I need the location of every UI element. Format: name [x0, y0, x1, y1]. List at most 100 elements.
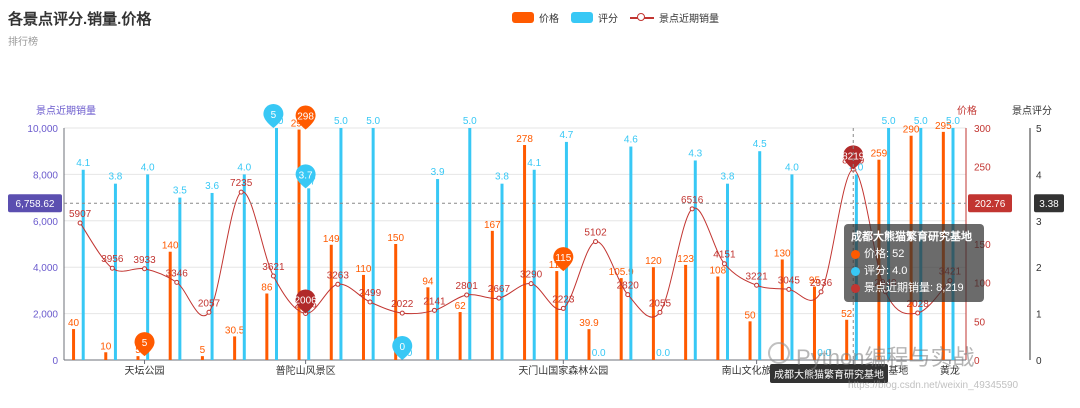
marker-price-min-label: 5 [142, 338, 148, 349]
marker-rating-max [263, 104, 284, 128]
bar-price [651, 267, 655, 360]
point-sales [270, 273, 276, 279]
bar-rating [629, 146, 633, 360]
bar-label-rating: 4.7 [559, 130, 573, 141]
bar-label-price: 110 [356, 264, 372, 275]
legend-item-rating[interactable]: 评分 [571, 10, 618, 25]
point-sales [818, 289, 824, 295]
point-label-sales: 4151 [713, 250, 736, 261]
y-tick-price: 250 [974, 163, 991, 174]
bar-label-rating: 4.6 [624, 135, 638, 146]
bar-price [845, 319, 849, 360]
point-sales [431, 307, 437, 313]
bar-rating [693, 160, 697, 360]
bar-rating [758, 151, 762, 360]
bar-label-rating: 3.8 [495, 172, 509, 183]
chart-legend: 价格 评分 景点近期销量 [512, 10, 731, 25]
watermark-text: Python编程与实战 [796, 345, 975, 370]
bar-price [716, 276, 720, 360]
bar-label-price: 40 [68, 318, 80, 329]
marker-rating-min [392, 336, 413, 360]
bar-rating [81, 169, 85, 360]
bar-rating [436, 179, 440, 360]
bar-label-price: 278 [516, 134, 533, 145]
point-sales [657, 309, 663, 315]
point-sales [142, 266, 148, 272]
y-tick-sales: 10,000 [27, 124, 58, 135]
bar-label-price: 86 [261, 282, 273, 293]
point-label-sales: 3346 [166, 268, 189, 279]
bar-label-rating: 5.0 [463, 116, 477, 127]
bar-label-price: 295 [935, 121, 952, 132]
chart-subtitle: 排行榜 [8, 37, 38, 48]
point-label-sales: 5907 [69, 209, 92, 220]
y-tick-sales: 2,000 [33, 310, 58, 321]
point-sales [206, 309, 212, 315]
legend-label-rating: 评分 [598, 14, 618, 25]
point-label-sales: 3933 [133, 255, 156, 266]
bar-label-rating: 5.0 [334, 116, 348, 127]
chart-title: 各景点评分.销量.价格 [8, 11, 152, 28]
bar-price [136, 356, 140, 360]
point-label-sales: 2936 [810, 278, 833, 289]
bar-label-price: 150 [387, 233, 404, 244]
bar-label-price: 10 [100, 341, 112, 352]
point-sales [915, 310, 921, 316]
bar-price [458, 312, 462, 360]
legend-item-price[interactable]: 价格 [512, 10, 559, 25]
bar-price [329, 244, 333, 360]
bar-label-price: 108 [709, 265, 726, 276]
bar-rating [178, 197, 182, 360]
tooltip-row-sales: 景点近期销量: 8,219 [851, 280, 977, 297]
bar-label-price: 105.9 [609, 267, 634, 278]
point-label-sales: 3621 [262, 262, 285, 273]
legend-item-sales[interactable]: 景点近期销量 [630, 10, 719, 25]
bar-price [684, 264, 688, 360]
bar-label-rating: 4.5 [753, 139, 767, 150]
bar-label-price: 5 [135, 345, 141, 356]
bar-label-price: 140 [162, 241, 179, 252]
marker-rating-max-label: 5 [271, 110, 277, 121]
tooltip-label-sales: 景点近期销量: 8,219 [864, 282, 964, 294]
bar-rating [242, 174, 246, 360]
y-tick-rating: 0 [1036, 356, 1042, 367]
bar-price [780, 259, 784, 360]
marker-price-point-label: 115 [555, 253, 571, 264]
bar-rating [210, 192, 214, 360]
point-sales [174, 279, 180, 285]
bar-label-price: 130 [774, 248, 791, 259]
bar-price [394, 244, 398, 360]
marker-rating-point [295, 164, 316, 189]
bar-price [619, 278, 623, 360]
tooltip-row-rating: 评分: 4.0 [851, 263, 977, 280]
legend-swatch-price [512, 12, 534, 23]
y-tick-rating: 4 [1036, 170, 1042, 181]
bar-price [200, 356, 204, 360]
bar-price [104, 352, 108, 360]
chart-tooltip: 成都大熊猫繁育研究基地 价格: 52 评分: 4.0 景点近期销量: 8,219 [844, 224, 984, 302]
bar-label-price: 52 [841, 309, 853, 320]
tooltip-dot-sales [851, 284, 860, 293]
marker-rating-min-label: 0 [399, 342, 405, 353]
x-tick-label: 天门山国家森林公园 [518, 364, 608, 377]
bar-rating [275, 128, 279, 360]
bar-label-rating: 4.1 [527, 158, 541, 169]
y-tick-sales: 0 [52, 356, 58, 367]
bar-price [490, 230, 494, 360]
marker-sales-max [843, 145, 864, 170]
marker-sales-min [295, 289, 316, 314]
bar-rating [726, 183, 730, 360]
bar-label-rating: 4.0 [785, 162, 799, 173]
bar-label-rating: 5.0 [882, 116, 896, 127]
point-sales [721, 261, 727, 267]
bar-label-rating: 0.0 [817, 348, 831, 359]
y-tick-price: 50 [974, 317, 986, 328]
y-tick-price: 0 [974, 356, 980, 367]
point-label-sales: 2022 [391, 299, 414, 310]
y-tick-sales: 4,000 [33, 263, 58, 274]
point-sales [593, 239, 599, 245]
bar-label-price: 123 [677, 254, 694, 265]
bar-label-price: 62 [455, 301, 467, 312]
point-label-sales: 2801 [456, 281, 479, 292]
point-sales [367, 299, 373, 305]
